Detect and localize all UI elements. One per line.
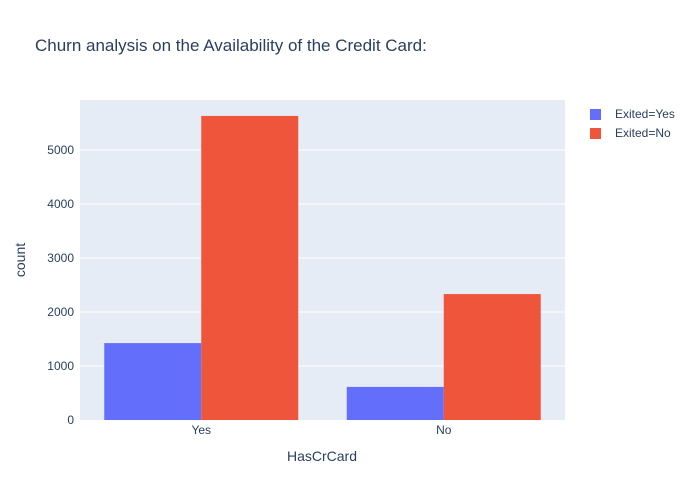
legend[interactable]: Exited=Yes Exited=No [590,107,675,140]
x-axis-ticks: Yes No [191,423,451,437]
x-axis-title: HasCrCard [287,448,357,464]
legend-label: Exited=Yes [615,107,675,121]
legend-swatch [590,128,601,139]
bar-exited-yes-no[interactable] [346,386,444,420]
x-tick-label: Yes [191,423,211,437]
legend-swatch [590,109,601,120]
legend-item-exited-yes[interactable]: Exited=Yes [590,107,675,121]
bar-exited-no-no[interactable] [443,294,541,420]
x-tick-label: No [436,423,452,437]
y-axis-title: count [12,243,28,277]
y-tick-label: 5000 [47,143,74,157]
y-tick-label: 3000 [47,251,74,265]
y-tick-label: 4000 [47,197,74,211]
y-tick-label: 0 [67,413,74,427]
bars [104,115,541,420]
y-axis-ticks: 0 1000 2000 3000 4000 5000 [47,143,74,427]
y-tick-label: 1000 [47,359,74,373]
chart-title: Churn analysis on the Availability of th… [35,36,427,55]
legend-label: Exited=No [615,126,671,140]
y-tick-label: 2000 [47,305,74,319]
bar-exited-no-yes[interactable] [201,115,299,420]
legend-item-exited-no[interactable]: Exited=No [590,126,671,140]
bar-exited-yes-yes[interactable] [104,343,202,420]
